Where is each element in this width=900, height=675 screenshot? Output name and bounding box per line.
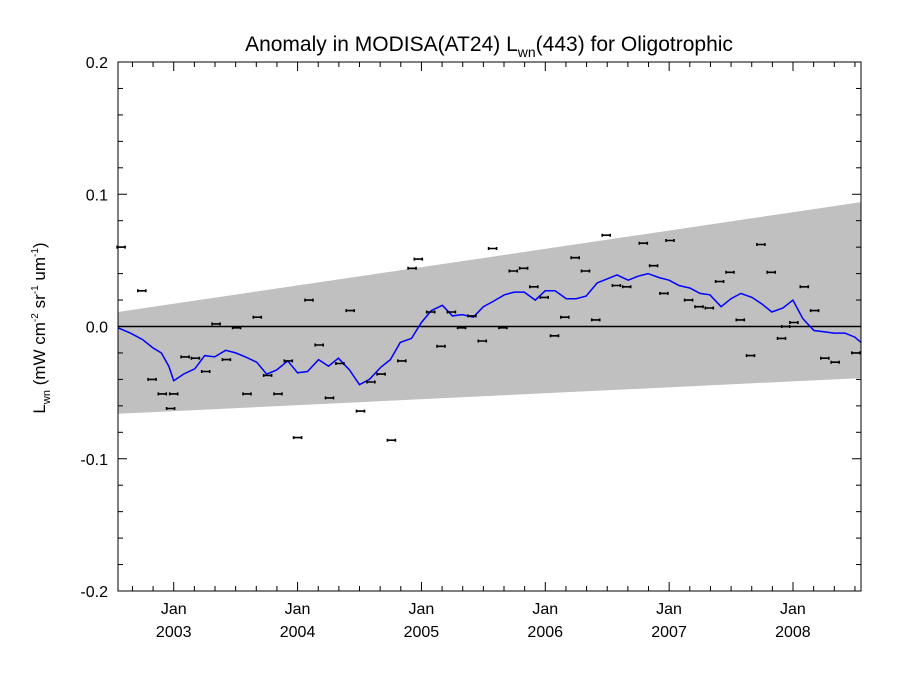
data-point [529, 285, 539, 289]
x-tick-year-label: 2008 [775, 624, 811, 641]
data-point [446, 310, 457, 314]
x-tick-month-label: Jan [656, 601, 682, 618]
data-point [345, 309, 355, 313]
data-point [830, 360, 840, 364]
x-tick-year-label: 2007 [651, 624, 687, 641]
data-point [601, 233, 611, 237]
data-point [518, 266, 529, 270]
y-tick-label: 0.1 [86, 187, 108, 204]
data-point [168, 392, 179, 396]
data-point [425, 310, 436, 314]
data-point [539, 295, 549, 299]
data-point [648, 264, 659, 268]
x-tick-month-label: Jan [532, 601, 558, 618]
x-tick-year-label: 2006 [527, 624, 563, 641]
x-tick-year-label: 2005 [404, 624, 440, 641]
data-point [776, 336, 787, 340]
data-point [659, 291, 669, 295]
x-tick-month-label: Jan [285, 601, 311, 618]
data-point [355, 409, 366, 413]
y-axis: -0.2 -0.1 0.0 0.1 0.2 [80, 55, 861, 601]
data-point [789, 321, 799, 324]
data-point [304, 298, 314, 302]
data-point [560, 315, 570, 319]
data-point [413, 257, 424, 261]
x-tick-year-label: 2003 [156, 624, 192, 641]
data-point [190, 356, 201, 360]
data-point [386, 438, 397, 442]
data-point [780, 325, 791, 328]
data-point [456, 326, 467, 330]
data-point [211, 322, 221, 326]
data-point [766, 270, 776, 274]
data-point [580, 269, 591, 273]
smoothed-anomaly-line [117, 272, 862, 386]
data-point [147, 377, 157, 381]
data-point [735, 318, 746, 322]
data-point [756, 243, 766, 246]
x-axis: Jan 2003 Jan 2004 Jan 2005 Jan 2006 Jan 2007 Jan 20… [131, 62, 856, 641]
chart-title-subscript: wn [517, 44, 536, 60]
data-point [137, 289, 147, 293]
data-point [283, 359, 294, 363]
data-point [694, 305, 704, 309]
x-tick-year-label: 2004 [280, 624, 316, 641]
data-point [200, 370, 211, 373]
data-point [397, 359, 407, 363]
data-point [262, 373, 273, 377]
data-point [683, 298, 694, 302]
data-point [665, 239, 675, 242]
data-point [157, 392, 168, 396]
data-point [638, 241, 649, 245]
data-point [231, 326, 242, 330]
x-tick-month-label: Jan [161, 601, 187, 618]
y-tick-label: -0.2 [80, 584, 108, 601]
data-point [498, 326, 508, 330]
data-point [704, 306, 715, 310]
data-point [376, 372, 386, 376]
data-point [221, 358, 232, 362]
data-point [508, 269, 519, 273]
data-point [366, 380, 376, 384]
data-point [820, 356, 830, 360]
data-point [590, 318, 601, 322]
y-tick-label: 0.0 [86, 320, 108, 337]
data-point [621, 285, 632, 289]
data-points [116, 233, 861, 442]
y-tick-label: -0.1 [80, 452, 108, 469]
data-point [314, 343, 324, 347]
data-point [809, 309, 820, 313]
data-point [725, 270, 735, 274]
plot-area: -0.2-0.10.00.10.2Jan2003Jan2004Jan2005Ja… [80, 55, 862, 641]
data-point [799, 285, 810, 289]
data-point [242, 392, 252, 396]
data-point [436, 344, 446, 348]
chart-title: Anomaly in MODISA(AT24) Lwn(443) for Oli… [245, 33, 733, 60]
y-tick-label: 0.2 [86, 55, 108, 72]
data-point [549, 334, 560, 338]
data-point [292, 436, 303, 440]
data-point [252, 315, 263, 319]
confidence-band [118, 202, 861, 414]
data-point [273, 392, 283, 396]
data-point [714, 280, 725, 283]
data-point [570, 256, 580, 260]
data-point [745, 354, 756, 358]
data-point [487, 247, 498, 250]
data-point [335, 362, 345, 365]
data-point [324, 396, 335, 400]
data-point [165, 407, 176, 410]
data-point [477, 339, 488, 343]
data-point [611, 284, 622, 287]
x-tick-month-label: Jan [780, 601, 806, 618]
data-point [467, 314, 477, 318]
x-tick-month-label: Jan [408, 601, 434, 618]
data-point [407, 266, 417, 270]
y-axis-label: Lwn (mW cm-2 sr-1 um-1) [30, 242, 53, 413]
data-point [180, 355, 190, 359]
